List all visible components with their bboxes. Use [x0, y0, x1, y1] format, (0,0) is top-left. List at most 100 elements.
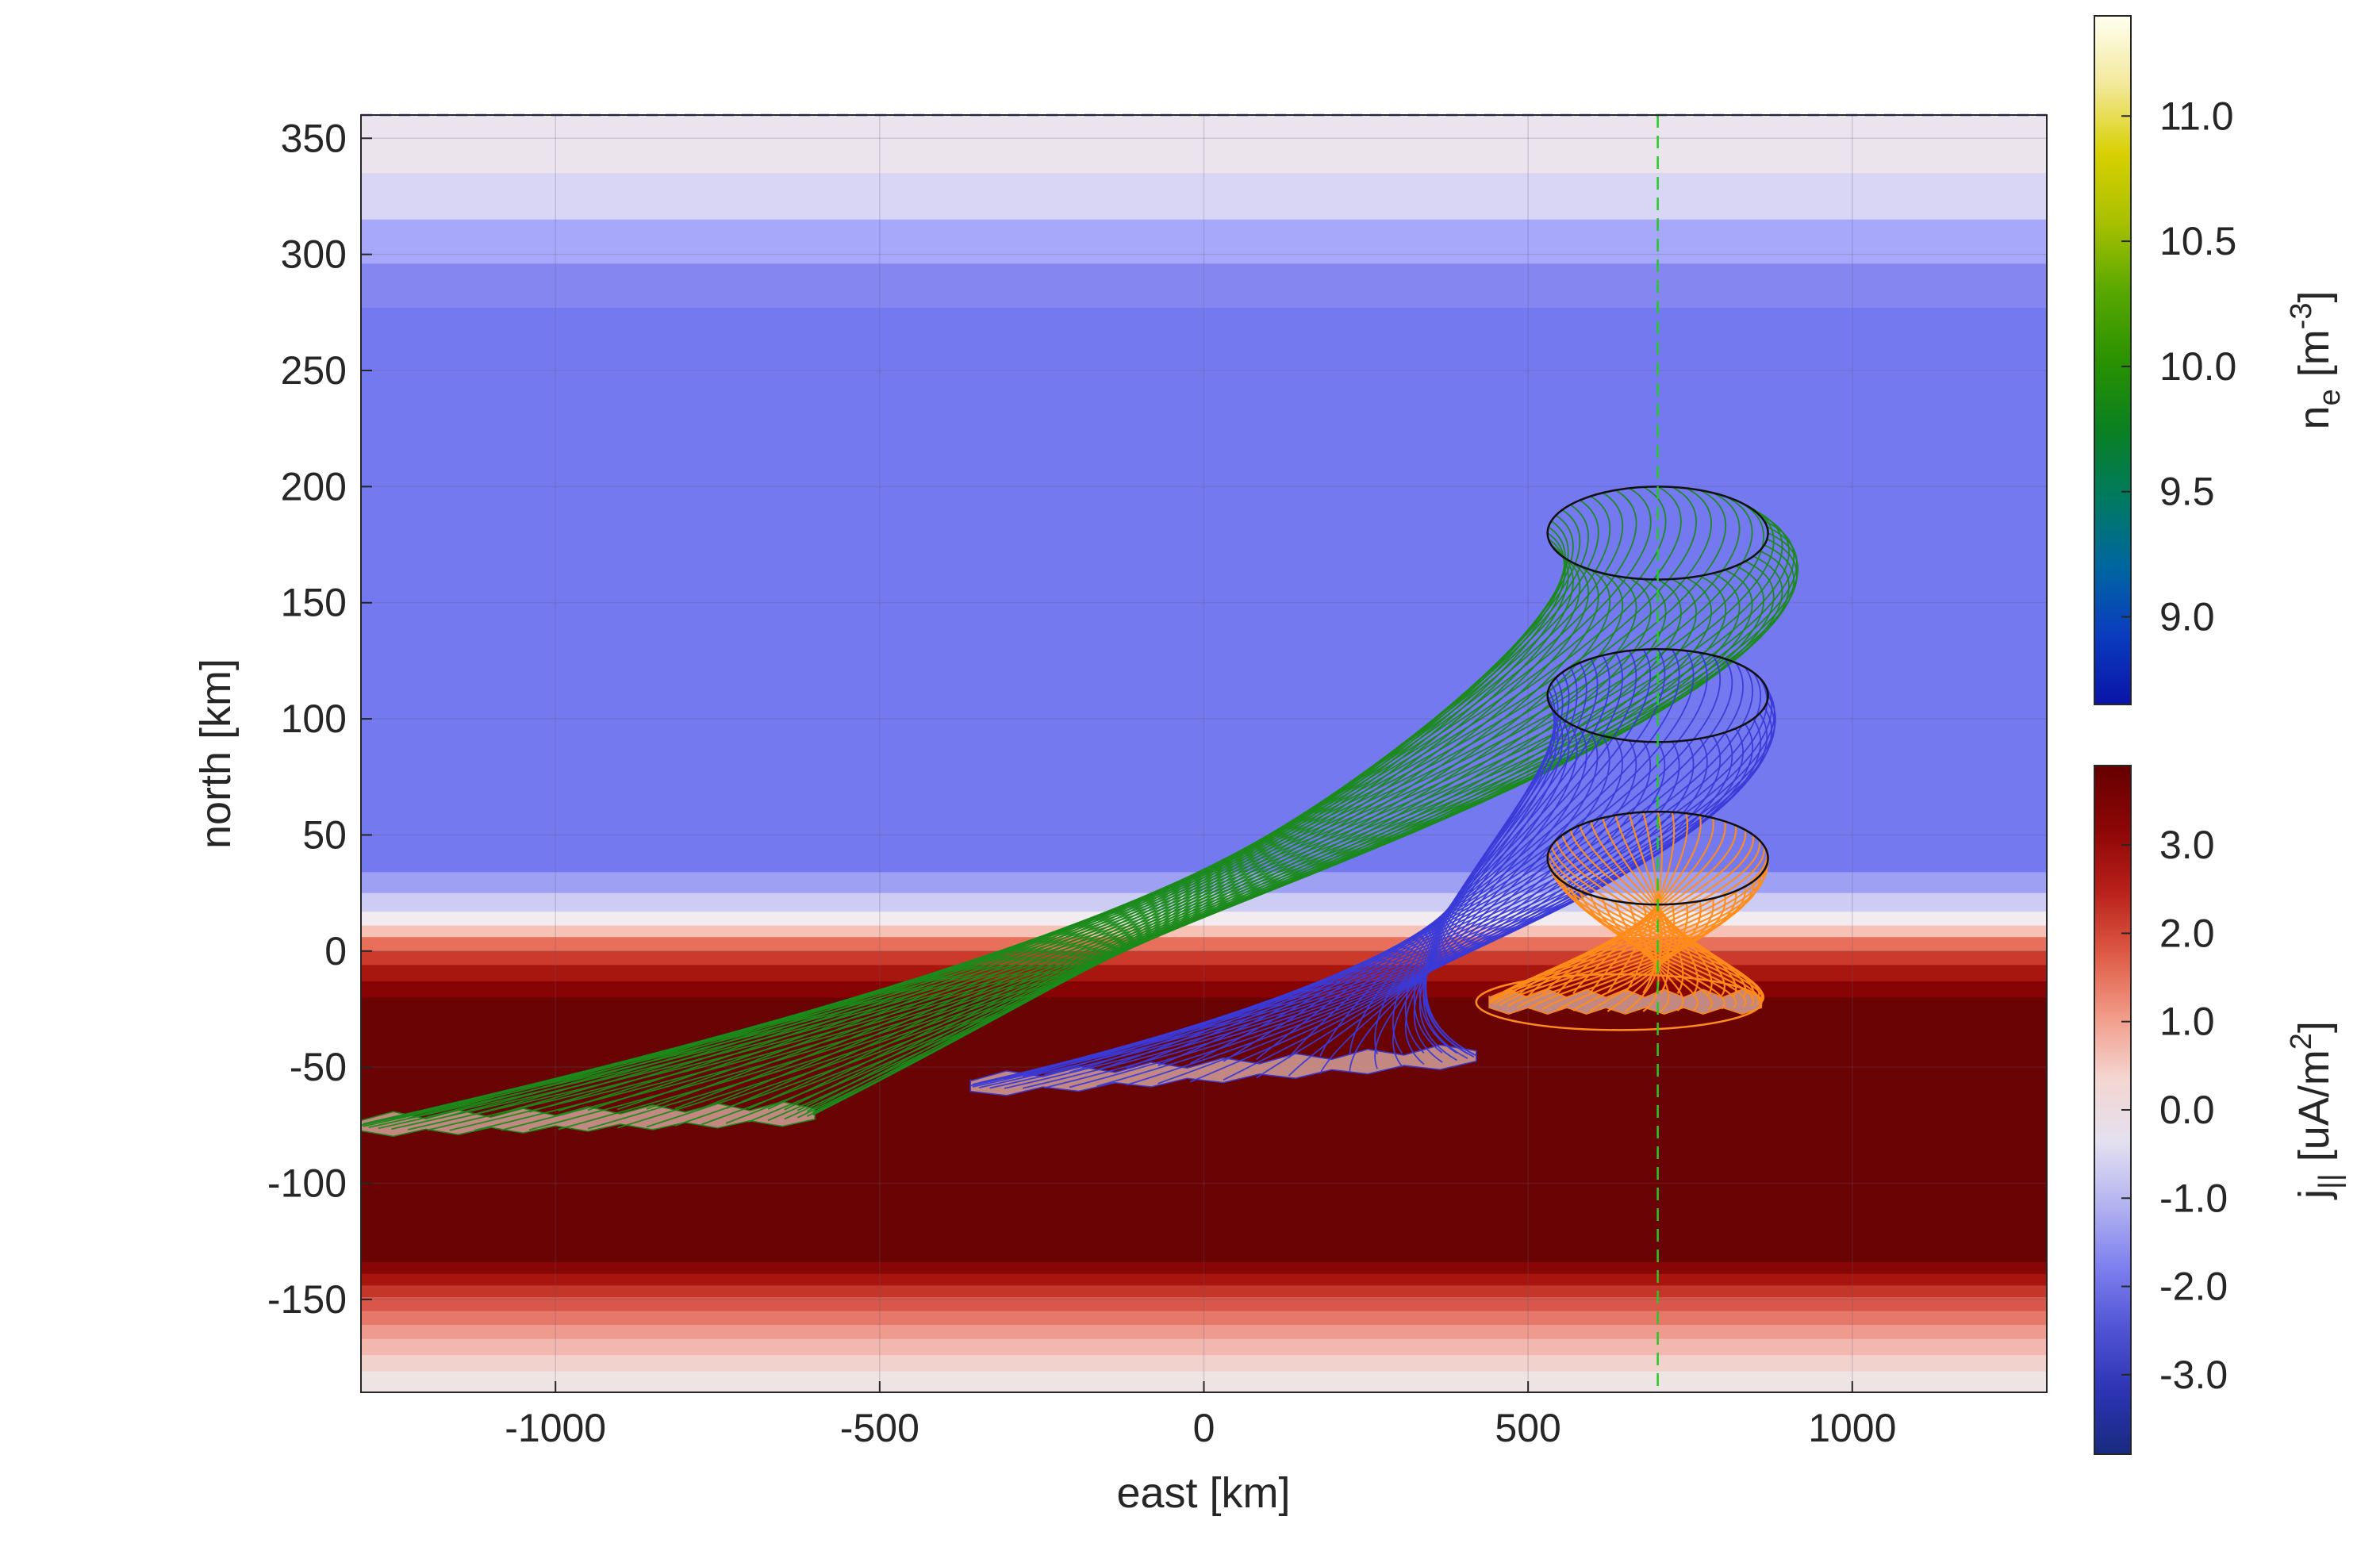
field-line [989, 712, 1768, 1089]
colorbar-tick-label: -1.0 [2159, 1176, 2228, 1220]
field-line [1614, 900, 1684, 1012]
field-line [1392, 662, 1587, 1054]
plot-area: -1000 -500 0 500 1000 350300250200150100500-… [192, 113, 2048, 1517]
colorbar-tick-label: 10.0 [2159, 344, 2236, 389]
heatmap-band-16 [361, 1285, 2047, 1298]
x-tick-label: -1000 [505, 1406, 606, 1450]
field-line [1589, 820, 1713, 996]
field-line [1422, 707, 1559, 1060]
colorbar-tick-label: 0.0 [2159, 1088, 2215, 1132]
y-tick-label: 100 [281, 697, 347, 741]
y-tick-label: 150 [281, 581, 347, 625]
field-line [1569, 886, 1737, 1009]
field-line [1069, 658, 1733, 1073]
field-line [1319, 738, 1623, 1074]
field-line [1413, 718, 1570, 1063]
field-line [1424, 701, 1556, 1058]
field-line [617, 578, 1667, 1129]
y-tick-label: 350 [281, 116, 347, 160]
colorbar-electron-density: 11.0 10.5 10.0 9.5 9.0 ne [m-3] [2094, 15, 2347, 705]
field-line [784, 555, 1581, 1120]
field-line [1044, 662, 1744, 1076]
y-tick-label: -100 [267, 1161, 347, 1206]
field-line [1022, 723, 1753, 1089]
heatmap-band-1 [361, 173, 2047, 221]
field-line [1493, 869, 1765, 1006]
colorbar-tick-label: 9.0 [2159, 595, 2215, 639]
heatmap-band-18 [361, 1311, 2047, 1326]
flux-tubes [361, 486, 1799, 1138]
colorbar-ne-ticks: 11.0 10.5 10.0 9.5 9.0 [2121, 94, 2236, 639]
colorbar-j-gradient [2094, 765, 2132, 1455]
y-axis-ticks: 350 300 250 200 150 100 50 0 -50 -100 -150 [267, 116, 372, 1322]
field-line [1579, 825, 1726, 996]
field-line [1628, 903, 1670, 1012]
field-line [1606, 904, 1675, 1012]
field-line [1589, 903, 1689, 1012]
heatmap-band-20 [361, 1338, 2047, 1356]
field-line [1157, 650, 1695, 1067]
field-line [1419, 712, 1564, 1061]
x-tick-label: 1000 [1808, 1406, 1896, 1450]
colorbar-j-ticks: 3.0 2.0 1.0 0.0 -1.0 -2.0 -3.0 [2121, 823, 2228, 1397]
field-line [1288, 650, 1637, 1058]
field-line [501, 489, 1727, 1114]
field-line [1425, 695, 1555, 1057]
field-line [1625, 904, 1663, 1012]
flux-tube-orange [1475, 810, 1769, 1031]
y-tick-label: -50 [290, 1045, 347, 1089]
footprint-blue [969, 1044, 1477, 1096]
x-tick-label: -500 [840, 1406, 919, 1450]
colorbar-tick-label: -3.0 [2159, 1353, 2228, 1397]
heatmap-band-2 [361, 219, 2047, 264]
field-line [1374, 731, 1599, 1069]
field-line [1579, 890, 1726, 1010]
heatmap-band-17 [361, 1296, 2047, 1312]
colorbar-tick-label: 11.0 [2159, 94, 2234, 138]
field-line [1547, 864, 1764, 1004]
field-line [474, 492, 1741, 1115]
field-line [1493, 846, 1765, 1000]
field-line [1557, 898, 1714, 1012]
x-axis-label: east [km] [1116, 1469, 1290, 1517]
field-line [368, 544, 1795, 1129]
grid-lines [361, 115, 2047, 1392]
field-line [1256, 649, 1651, 1061]
heatmap-band-14 [361, 1262, 2047, 1275]
field-line [1349, 654, 1610, 1055]
field-line [725, 569, 1610, 1124]
y-tick-label: 250 [281, 348, 347, 393]
field-line [1589, 894, 1713, 1011]
field-line [407, 560, 1775, 1130]
field-line [1499, 875, 1761, 1007]
heatmap-band-7 [361, 912, 2047, 927]
heatmap-band-13 [361, 997, 2047, 1263]
field-line [674, 575, 1637, 1127]
field-line [1606, 812, 1676, 994]
field-line [674, 489, 1637, 1110]
flux-tube-blue [969, 648, 1776, 1096]
field-line [1349, 735, 1610, 1072]
field-line [1392, 727, 1587, 1067]
field-line [701, 572, 1624, 1126]
colorbar-tick-label: 1.0 [2159, 1000, 2215, 1044]
field-line [1256, 741, 1651, 1079]
field-line [1288, 739, 1637, 1077]
heatmap-band-0 [361, 115, 2047, 174]
colorbar-tick-label: 9.5 [2159, 470, 2215, 514]
colorbar-tick-label: 10.5 [2159, 219, 2236, 263]
flux-tube-green [361, 486, 1799, 1138]
colorbar-tick-label: 2.0 [2159, 911, 2215, 955]
y-tick-label: 300 [281, 232, 347, 277]
x-tick-label: 0 [1193, 1406, 1215, 1450]
field-line [407, 504, 1775, 1119]
y-axis-label: north [km] [192, 658, 240, 849]
heatmap-band-21 [361, 1355, 2047, 1372]
heatmap-band-11 [361, 965, 2047, 982]
field-line [1404, 724, 1578, 1065]
x-tick-label: 500 [1495, 1406, 1560, 1450]
colorbar-tick-label: 3.0 [2159, 823, 2215, 867]
field-line [391, 555, 1783, 1130]
colorbar-ne-gradient [2094, 15, 2132, 705]
